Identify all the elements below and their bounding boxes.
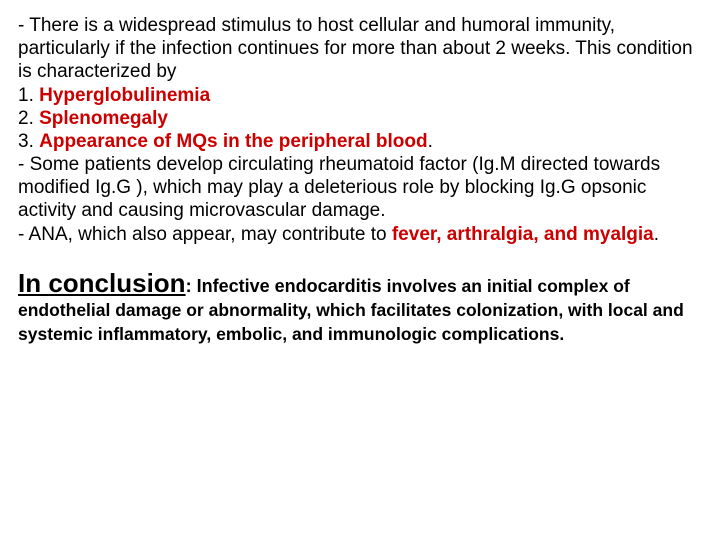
item-3-dot: . [428,131,433,152]
item-3-text: Appearance of MQs in the peripheral bloo… [39,131,428,152]
conclusion-text-a: Infective endocarditis [197,276,387,296]
paragraph-1: - There is a widespread stimulus to host… [18,14,702,246]
conclusion-colon: : [186,276,197,296]
item-2-number: 2. [18,108,39,129]
item-1-text: Hyperglobulinemia [39,85,210,106]
item-1-number: 1. [18,85,39,106]
intro-text: - There is a widespread stimulus to host… [18,15,693,82]
ana-text-a: - ANA, which also appear, may contribute… [18,224,392,245]
item-3-number: 3. [18,131,39,152]
ana-text-b: fever, arthralgia, and myalgia [392,224,654,245]
rheumatoid-text: - Some patients develop circulating rheu… [18,154,660,221]
ana-text-c: . [654,224,659,245]
item-2-text: Splenomegaly [39,108,168,129]
conclusion-heading: In conclusion [18,268,186,298]
paragraph-2: In conclusion: Infective endocarditis in… [18,268,702,346]
